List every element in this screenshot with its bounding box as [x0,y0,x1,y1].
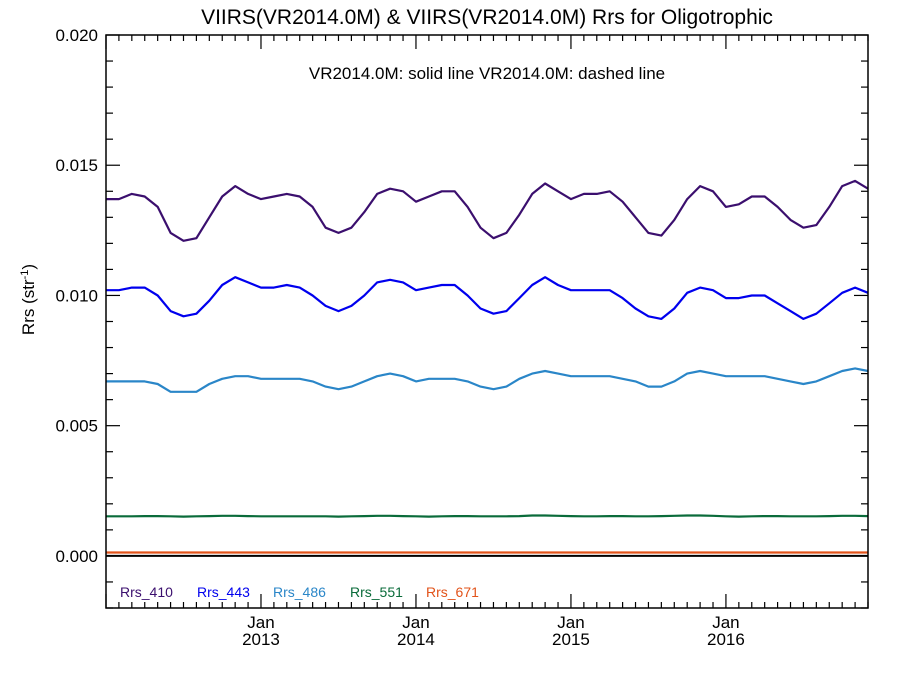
x-tick-year: 2014 [397,630,435,649]
legend: Rrs_410 Rrs_443 Rrs_486 Rrs_551 Rrs_671 [120,584,479,600]
x-tick-month: Jan [247,613,274,632]
line-style-note: VR2014.0M: solid line VR2014.0M: dashed … [309,64,665,83]
x-tick-month: Jan [557,613,584,632]
y-tick-label: 0.005 [55,417,98,436]
legend-entry-rrs-443: Rrs_443 [197,584,250,600]
y-axis-label: Rrs (str-1) [19,264,38,335]
y-axis: 0.000 0.005 0.010 0.015 0.020 [55,26,868,609]
series-line-rrs-551 [106,514,869,518]
legend-entry-rrs-551: Rrs_551 [350,584,403,600]
x-tick-year: 2013 [242,630,280,649]
series-line-rrs-486 [106,367,869,393]
y-tick-label: 0.010 [55,286,98,305]
y-tick-label: 0.000 [55,547,98,566]
series-line-rrs-410 [106,179,869,242]
x-tick-year: 2015 [552,630,590,649]
y-tick-label: 0.020 [55,26,98,45]
x-tick-year: 2016 [707,630,745,649]
chart-title: VIIRS(VR2014.0M) & VIIRS(VR2014.0M) Rrs … [201,6,773,29]
plot-area [106,179,869,557]
plot-frame [105,34,869,609]
y-axis-title: Rrs (str-1) [19,264,38,335]
x-tick-month: Jan [402,613,429,632]
legend-entry-rrs-486: Rrs_486 [273,584,326,600]
legend-entry-rrs-410: Rrs_410 [120,584,173,600]
legend-entry-rrs-671: Rrs_671 [426,584,479,600]
series-line-rrs-443 [106,276,869,320]
x-tick-month: Jan [712,613,739,632]
y-tick-label: 0.015 [55,156,98,175]
